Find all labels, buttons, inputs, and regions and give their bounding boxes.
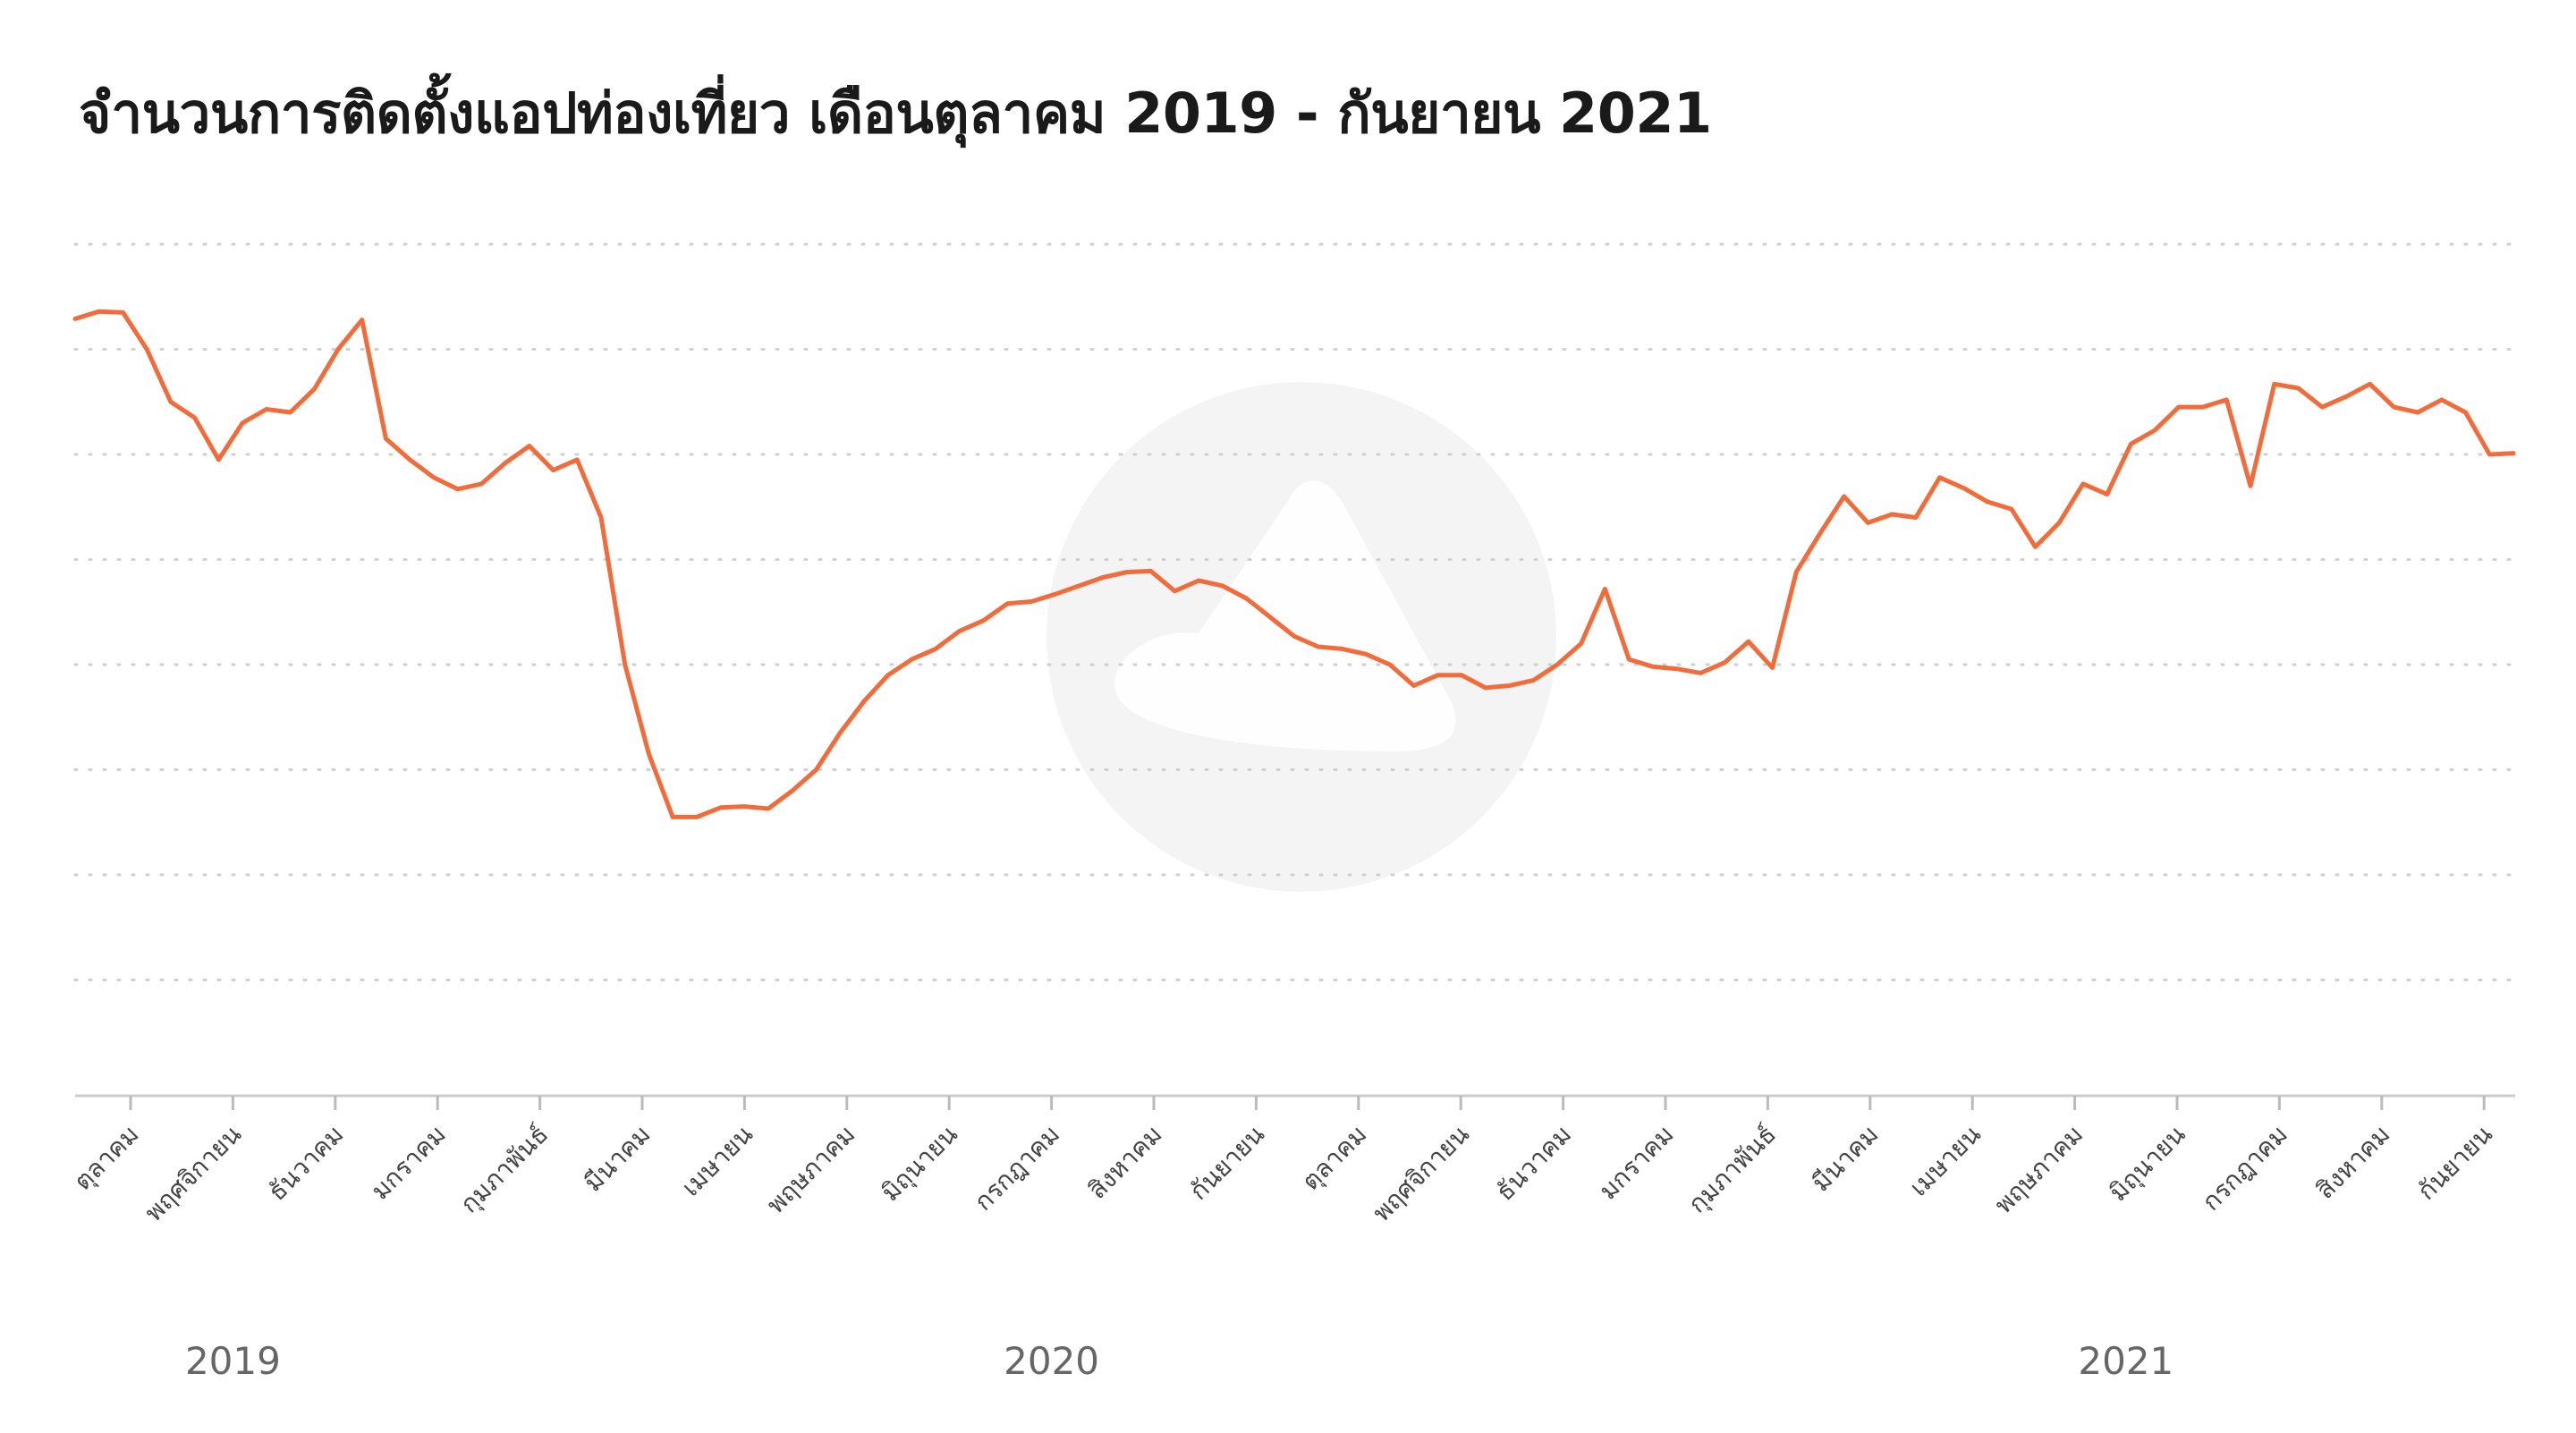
x-tick-label: กุมภาพันธ์ <box>454 1119 555 1219</box>
x-tick-label: มีนาคม <box>578 1119 656 1197</box>
x-tick-label: มิถุนายน <box>876 1119 964 1208</box>
x-tick-label: ตุลาคม <box>68 1119 145 1196</box>
x-tick-label: มกราคม <box>365 1119 451 1205</box>
x-tick-label: เมษายน <box>1903 1119 1986 1201</box>
x-tick-label: กันยายน <box>1183 1119 1270 1206</box>
x-tick-label: กรกฎาคม <box>2196 1119 2293 1217</box>
x-tick-label: มิถุนายน <box>2103 1119 2191 1208</box>
x-tick-label: เมษายน <box>676 1119 758 1201</box>
x-tick-label: กุมภาพันธ์ <box>1682 1119 1783 1219</box>
series-layer <box>72 309 2516 819</box>
x-tick-label: ธันวาคม <box>262 1119 349 1206</box>
x-tick-label: พฤษภาคม <box>1988 1119 2089 1219</box>
x-tick-label: พฤศจิกายน <box>1367 1119 1475 1227</box>
series-line <box>72 309 2516 819</box>
chart-title: จำนวนการติดตั้งแอปท่องเที่ยว เดือนตุลาคม… <box>79 81 1712 146</box>
year-label: 2019 <box>185 1339 281 1383</box>
x-tick-label: กรกฎาคม <box>969 1119 1066 1217</box>
x-tick-label: พฤษภาคม <box>761 1119 861 1219</box>
x-tick-label: สิงหาคม <box>2310 1119 2396 1205</box>
x-tick-label: ตุลาคม <box>1296 1119 1373 1196</box>
year-label: 2021 <box>2078 1339 2174 1383</box>
x-tick-label: กันยายน <box>2411 1119 2498 1206</box>
x-tick-label: มีนาคม <box>1806 1119 1884 1197</box>
x-tick-label: สิงหาคม <box>1082 1119 1168 1205</box>
x-tick-label: ธันวาคม <box>1490 1119 1577 1206</box>
gridlines <box>73 242 2517 981</box>
year-label: 2020 <box>1004 1339 1099 1383</box>
x-tick-label: พฤศจิกายน <box>139 1119 247 1227</box>
x-tick-label: มกราคม <box>1593 1119 1679 1205</box>
logo-watermark-icon <box>1046 382 1556 892</box>
